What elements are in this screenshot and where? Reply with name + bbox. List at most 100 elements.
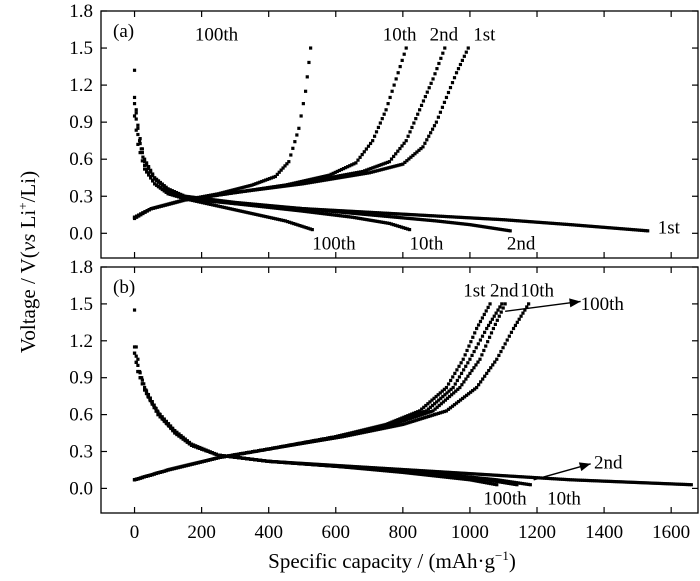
data-point: [362, 428, 366, 433]
data-point: [438, 110, 443, 114]
data-point: [407, 420, 411, 425]
data-point: [295, 133, 299, 137]
data-point: [406, 212, 410, 217]
data-point: [445, 396, 450, 400]
data-point: [460, 396, 465, 401]
data-point: [378, 121, 382, 125]
data-point: [432, 396, 436, 400]
data-point: [544, 221, 548, 225]
data-point: [444, 95, 449, 100]
data-point: [495, 483, 499, 487]
data-point: [334, 174, 339, 178]
data-point: [353, 173, 357, 177]
data-point: [466, 471, 470, 476]
data-point: [187, 197, 191, 201]
cycle-annotation: 2nd: [490, 281, 519, 302]
data-point: [270, 204, 274, 208]
data-point: [396, 71, 400, 75]
data-point: [269, 447, 273, 451]
data-point: [328, 436, 332, 440]
data-point: [500, 302, 504, 306]
data-point: [432, 219, 436, 223]
data-point: [435, 405, 439, 409]
data-point: [407, 157, 411, 161]
cycle-annotation: 100th: [195, 25, 239, 46]
data-point: [466, 222, 470, 227]
data-point: [424, 218, 428, 222]
data-point: [144, 474, 148, 478]
data-point: [591, 224, 595, 229]
y-tick-label: 1.2: [69, 75, 93, 96]
data-point: [431, 409, 435, 413]
data-point: [252, 182, 256, 187]
data-point: [236, 456, 241, 460]
data-point: [210, 451, 214, 455]
data-point: [170, 467, 174, 471]
data-point: [355, 216, 359, 220]
data-point: [496, 308, 500, 312]
data-point: [257, 204, 262, 208]
data-point: [138, 151, 142, 155]
data-point: [486, 340, 490, 344]
data-point: [488, 473, 492, 477]
data-point: [508, 474, 512, 478]
data-point: [416, 412, 420, 416]
data-point: [383, 214, 388, 218]
data-point: [631, 480, 635, 484]
data-point: [466, 46, 470, 50]
data-point: [267, 177, 272, 181]
data-point: [327, 177, 331, 182]
data-point: [317, 463, 321, 467]
data-point: [512, 218, 516, 223]
data-point: [486, 225, 490, 230]
data-point: [381, 425, 385, 429]
data-point: [143, 167, 147, 171]
series-2nd-charge: [132, 302, 504, 482]
data-point: [278, 204, 282, 209]
data-point: [324, 212, 328, 216]
data-point: [591, 479, 595, 483]
data-point: [158, 186, 163, 190]
data-point: [255, 187, 259, 191]
data-point: [186, 463, 190, 467]
data-point: [473, 331, 477, 335]
data-point: [147, 173, 151, 177]
data-point: [406, 134, 410, 138]
data-point: [262, 179, 266, 183]
data-point: [361, 169, 365, 174]
data-point: [132, 351, 137, 355]
data-point: [348, 172, 353, 176]
data-point: [470, 478, 474, 482]
data-point: [476, 342, 480, 346]
data-point: [334, 213, 339, 217]
data-point: [171, 201, 175, 205]
data-point: [456, 221, 460, 225]
data-point: [437, 474, 442, 479]
data-point: [347, 174, 351, 178]
data-point: [487, 335, 492, 339]
data-point: [470, 223, 474, 227]
data-point: [370, 427, 375, 431]
data-point: [639, 481, 643, 485]
data-point: [398, 64, 402, 69]
data-point: [253, 449, 257, 454]
data-point: [447, 389, 451, 393]
data-point: [379, 214, 384, 218]
data-point: [166, 188, 170, 192]
data-point: [238, 209, 242, 213]
data-point: [398, 215, 402, 220]
data-point: [519, 314, 523, 318]
data-point: [332, 175, 337, 179]
data-point: [570, 478, 575, 482]
data-point: [345, 211, 349, 215]
data-point: [328, 212, 333, 217]
data-point: [160, 417, 164, 421]
data-point: [151, 179, 155, 183]
data-point: [597, 479, 601, 483]
data-point: [621, 227, 625, 231]
data-point: [491, 217, 495, 221]
data-point: [484, 473, 488, 477]
data-point: [493, 322, 497, 326]
data-point: [499, 349, 503, 354]
data-point: [526, 219, 530, 224]
